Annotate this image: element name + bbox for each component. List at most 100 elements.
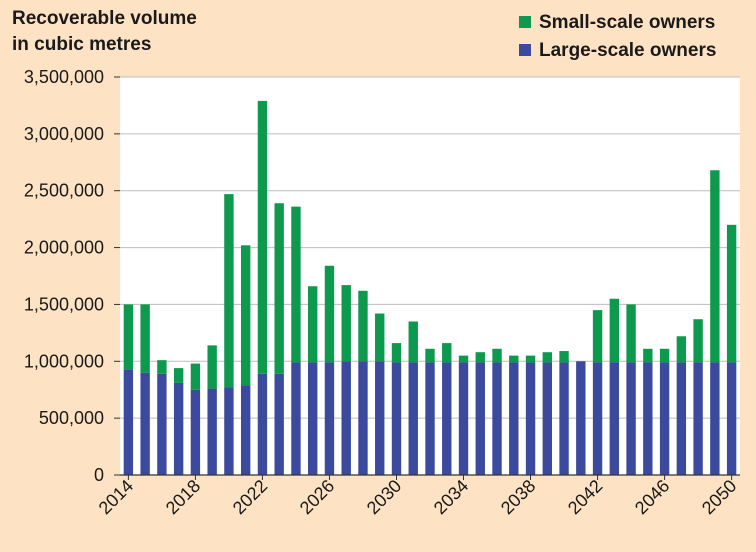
x-tick-label: 2022 [229,476,271,518]
y-tick-label: 1,500,000 [24,294,104,314]
bar-large-scale-2014 [123,369,134,475]
bar-large-scale-2037 [509,362,519,475]
bar-large-scale-2016 [157,373,167,475]
bar-small-scale-2032 [425,348,435,363]
legend-swatch-large-scale [519,44,531,56]
bar-small-scale-2030 [391,343,402,363]
bar-small-scale-2036 [492,348,502,363]
bar-small-scale-2031 [408,321,418,363]
bar-large-scale-2047 [676,362,687,475]
bar-large-scale-2032 [425,362,435,475]
bar-large-scale-2021 [240,385,251,475]
bar-small-scale-2027 [341,285,351,362]
bar-large-scale-2020 [224,387,234,475]
bar-large-scale-2031 [408,362,418,475]
bar-large-scale-2015 [140,372,150,475]
bar-small-scale-2024 [291,206,301,363]
bar-large-scale-2039 [542,362,552,475]
chart-title-line-1: Recoverable volume [12,8,197,29]
bar-small-scale-2021 [240,245,251,386]
bar-large-scale-2050 [726,362,737,475]
bar-small-scale-2043 [609,298,620,363]
bar-large-scale-2024 [291,362,301,475]
x-tick-label: 2018 [162,476,204,518]
bar-large-scale-2046 [659,362,670,475]
bar-small-scale-2035 [475,352,485,363]
bar-large-scale-2018 [190,389,201,475]
legend-label-large-scale: Large-scale owners [539,40,716,61]
y-tick-label: 500,000 [39,408,104,428]
bar-large-scale-2017 [173,382,184,475]
bar-small-scale-2033 [442,343,452,363]
bar-small-scale-2014 [123,304,134,370]
bar-large-scale-2042 [592,362,603,475]
bar-large-scale-2036 [492,362,502,475]
bar-large-scale-2033 [442,362,452,475]
bar-small-scale-2039 [542,352,552,363]
bar-large-scale-2041 [576,361,586,475]
bar-large-scale-2027 [341,361,351,475]
y-axis-ticks: 0 500,000 1,000,000 1,500,000 2,000,000 2,500… [24,67,120,485]
bar-small-scale-2025 [308,286,318,363]
bar-large-scale-2023 [274,373,284,475]
bar-small-scale-2023 [274,203,284,374]
legend: Small-scale owners Large-scale owners [519,12,716,61]
bar-large-scale-2026 [324,362,335,475]
bar-large-scale-2022 [257,373,268,475]
y-tick-label: 3,500,000 [24,67,104,87]
y-tick-label: 0 [94,465,104,485]
chart-title-line-2: in cubic metres [12,34,151,55]
bar-large-scale-2040 [559,362,569,475]
bar-small-scale-2040 [559,351,569,363]
bar-small-scale-2048 [693,319,703,363]
legend-swatch-small-scale [519,16,531,28]
bar-large-scale-2019 [207,388,217,475]
x-tick-label: 2042 [564,476,606,518]
bar-large-scale-2049 [710,362,720,475]
x-tick-label: 2038 [497,476,539,518]
bar-small-scale-2038 [525,355,536,363]
bar-large-scale-2048 [693,362,703,475]
x-tick-label: 2046 [631,476,673,518]
y-tick-label: 2,500,000 [24,181,104,201]
bar-small-scale-2026 [324,265,335,363]
bar-small-scale-2050 [726,224,737,363]
bar-small-scale-2044 [626,304,636,363]
bar-large-scale-2045 [643,362,653,475]
bar-large-scale-2043 [609,362,620,475]
x-axis-ticks: 2014 2018 2022 2026 2030 2034 2038 2042 2046 2050 [95,475,740,518]
bar-large-scale-2035 [475,362,485,475]
x-tick-label: 2034 [430,476,472,518]
x-tick-label: 2050 [698,476,740,518]
bar-large-scale-2034 [458,362,469,475]
bar-large-scale-2030 [391,362,402,475]
x-tick-label: 2026 [296,476,338,518]
bar-small-scale-2017 [173,368,184,383]
bar-small-scale-2047 [676,336,687,363]
bar-small-scale-2049 [710,170,720,363]
bar-large-scale-2038 [525,362,536,475]
bar-small-scale-2022 [257,100,268,374]
bar-large-scale-2029 [375,361,385,475]
bar-large-scale-2025 [308,362,318,475]
bar-small-scale-2034 [458,355,469,363]
bar-large-scale-2044 [626,362,636,475]
bar-small-scale-2045 [643,348,653,363]
bar-small-scale-2042 [592,310,603,363]
bar-small-scale-2020 [224,194,234,388]
bar-small-scale-2046 [659,348,670,363]
bar-small-scale-2029 [375,313,385,362]
legend-label-small-scale: Small-scale owners [539,12,715,33]
bar-small-scale-2028 [358,290,368,362]
y-tick-label: 3,000,000 [24,124,104,144]
y-tick-label: 2,000,000 [24,238,104,258]
x-tick-label: 2030 [363,476,405,518]
bar-small-scale-2015 [140,304,150,373]
y-tick-label: 1,000,000 [24,351,104,371]
bar-small-scale-2018 [190,363,201,390]
bar-small-scale-2016 [157,360,167,374]
bar-small-scale-2019 [207,345,217,389]
bars [123,100,737,475]
bar-small-scale-2037 [509,355,519,363]
